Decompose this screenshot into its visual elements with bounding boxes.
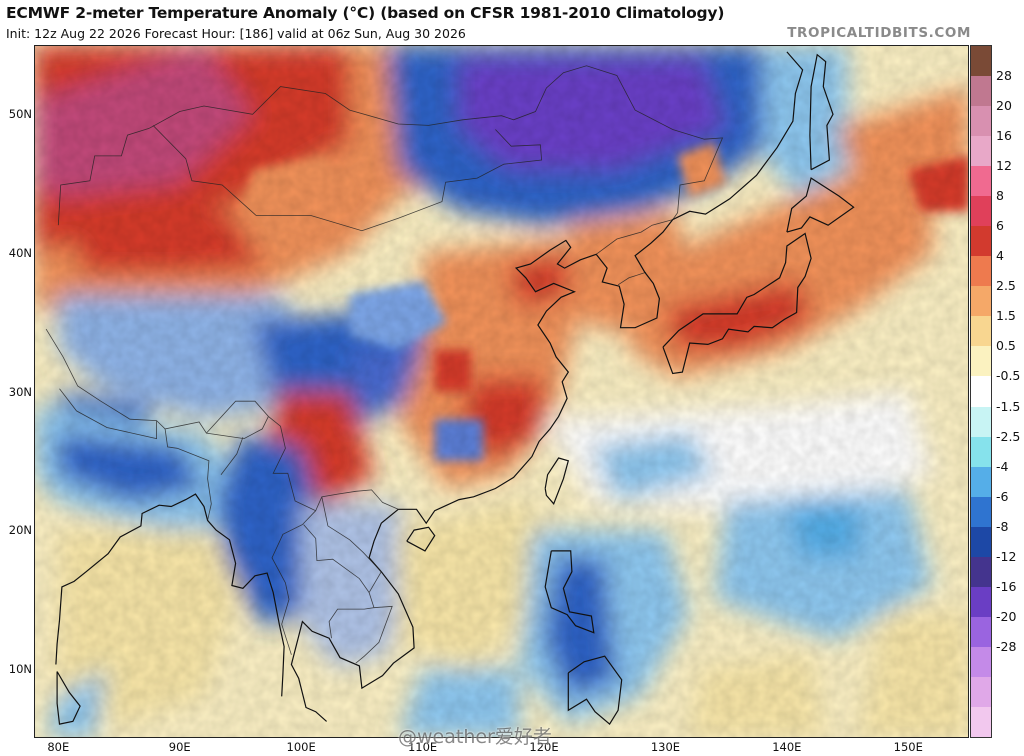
coastline-mindanao [567,655,623,726]
colorbar-tick-label: 1.5 [996,308,1016,324]
colorbar-swatch [971,286,991,317]
country-borders [45,65,724,664]
colorbar-tick-label: 20 [996,98,1012,114]
colorbar-swatch [971,226,991,257]
colorbar-swatch [971,556,991,588]
colorbar-swatch [971,136,991,167]
coastline-mainland [398,51,804,525]
coastline-sri-lanka [56,671,81,725]
colorbar-swatch [971,346,991,377]
coastline-hokkaido [786,177,855,233]
colorbar-swatch [971,496,991,528]
coastline-bay-of-bengal [55,493,285,697]
coastline-sakhalin [809,53,834,171]
border-china-kazakhstan [57,127,150,226]
border-china-south [45,328,399,512]
coastline-taiwan [544,457,570,505]
lon-label: 130E [650,740,681,754]
border-cambodia-vietnam [355,605,393,664]
colorbar-tick-label: 12 [996,158,1012,174]
coastline-hainan [406,526,436,552]
colorbar-tick-label: 8 [996,188,1004,204]
chart-title: ECMWF 2-meter Temperature Anomaly (°C) (… [6,4,725,22]
brand-label: TROPICALTIDBITS.COM [787,25,971,41]
colorbar-swatch [971,316,991,347]
colorbar [970,45,992,738]
colorbar-tick-label: 4 [996,248,1004,264]
colorbar-swatch [971,46,991,77]
border-nepal [59,388,157,440]
colorbar-swatch [971,376,991,407]
colorbar-tick-label: -20 [996,608,1017,624]
colorbar-tick-label: -16 [996,578,1017,594]
colorbar-tick-label: -6 [996,488,1009,504]
colorbar-tick-label: -12 [996,548,1017,564]
border-india-myanmar-north [206,416,269,440]
colorbar-tick-label: 28 [996,68,1012,84]
chart-subtitle: Init: 12z Aug 22 2026 Forecast Hour: [18… [6,26,466,41]
colorbar-swatch [971,76,991,107]
colorbar-swatch [971,706,991,738]
colorbar-tick-label: 2.5 [996,278,1016,294]
border-china-korea [595,219,673,255]
lon-label: 110E [407,740,438,754]
colorbar-tick-label: -8 [996,518,1009,534]
colorbar-tick-label: 0.5 [996,338,1016,354]
colorbar-tick-label: -4 [996,458,1009,474]
lon-label: 120E [529,740,559,754]
lon-label: 80E [47,740,70,754]
coastline-luzon [544,550,595,634]
coastline-indochina [290,508,415,722]
lon-label: 90E [168,740,191,754]
colorbar-swatch [971,526,991,558]
colorbar-tick-label: 16 [996,128,1012,144]
colorbar-swatch [971,466,991,498]
colorbar-tick-label: 6 [996,218,1004,234]
border-korea-dmz [617,271,647,286]
lon-label: 150E [893,740,923,754]
colorbar-tick-label: -0.5 [996,368,1021,384]
anomaly-map [34,45,969,738]
border-russia-china-mongolia [149,65,724,220]
colorbar-tick-label: -28 [996,638,1017,654]
lat-label: 40N [8,245,32,260]
coastlines [55,51,855,726]
border-thailand-laos [303,524,370,593]
anomaly-map-canvas [34,45,969,738]
lon-label: 140E [772,740,802,754]
border-india-myanmar [220,437,244,475]
lat-label: 30N [8,384,32,399]
lon-label: 100E [286,740,316,754]
colorbar-swatch [971,676,991,708]
colorbar-swatch [971,196,991,227]
colorbar-swatch [971,436,991,468]
colorbar-swatch [971,406,991,438]
lat-label: 50N [8,107,32,122]
border-bangladesh [164,428,212,521]
border-china-mongolia [152,125,543,232]
coastline-japan [662,232,812,375]
field-texture [34,45,969,738]
colorbar-swatch [971,586,991,618]
border-myanmar-thailand [271,510,316,655]
colorbar-swatch [971,166,991,197]
colorbar-swatch [971,106,991,137]
colorbar-swatch [971,646,991,678]
colorbar-tick-label: -2.5 [996,428,1021,444]
lat-label: 10N [8,661,32,676]
colorbar-swatch [971,616,991,648]
colorbar-swatch [971,256,991,287]
colorbar-tick-label: -1.5 [996,398,1021,414]
lat-label: 20N [8,523,32,538]
watermark: @weather爱好者 [398,726,552,748]
